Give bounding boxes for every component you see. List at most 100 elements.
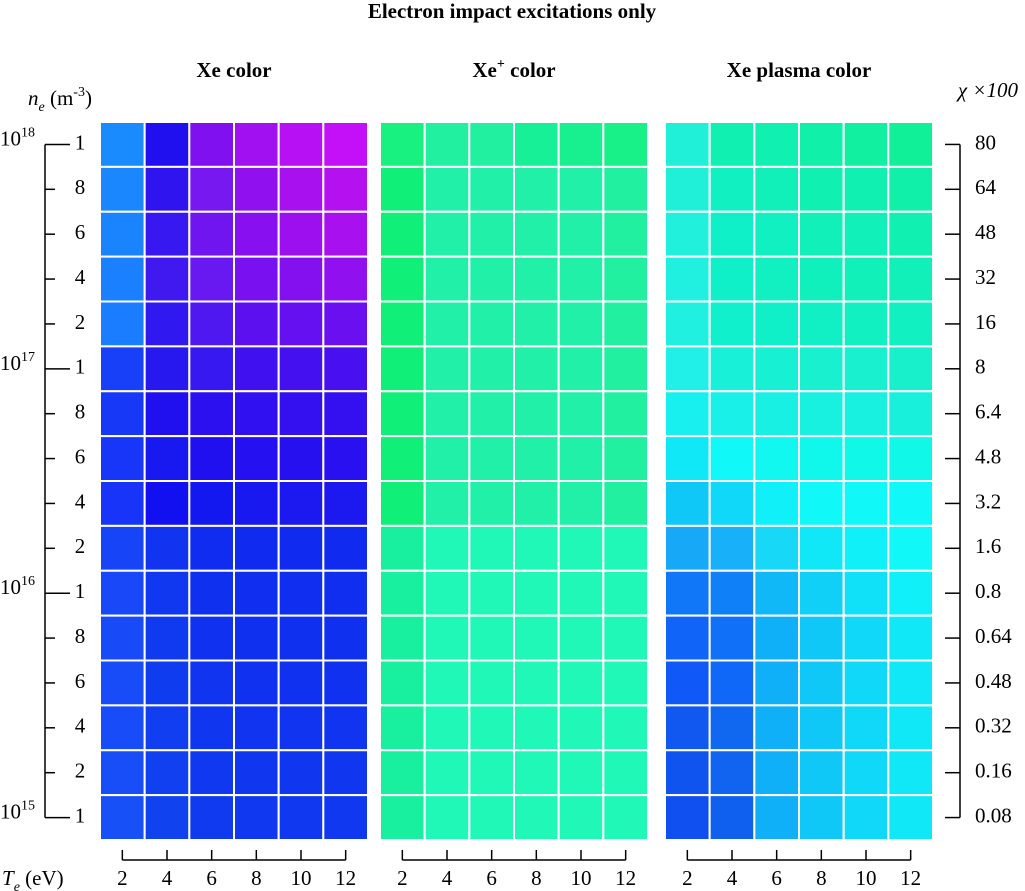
color-cell xyxy=(423,480,471,527)
color-cell xyxy=(513,255,560,303)
color-cell xyxy=(557,210,605,258)
color-cell xyxy=(557,569,605,617)
color-cell xyxy=(664,390,711,438)
color-cell xyxy=(143,121,191,168)
color-cell xyxy=(664,659,711,707)
color-cell xyxy=(753,704,800,752)
color-cell xyxy=(513,569,560,617)
chi-tick-label: 6.4 xyxy=(975,400,1002,424)
te-tick-label: 12 xyxy=(615,866,636,890)
ne-decade-label-part: 10 xyxy=(0,351,21,375)
color-cell xyxy=(708,480,756,527)
color-cell xyxy=(887,524,934,572)
chi-tick-label: 4.8 xyxy=(975,444,1001,468)
color-cell xyxy=(233,255,280,303)
color-cell xyxy=(557,165,605,213)
color-cell xyxy=(277,524,325,572)
color-cell xyxy=(513,524,560,572)
te-axis-label-part: (eV) xyxy=(20,866,64,890)
color-cell xyxy=(557,390,605,438)
color-cell xyxy=(99,749,146,797)
color-cell xyxy=(99,345,146,393)
color-cell xyxy=(277,210,325,258)
color-cell xyxy=(322,210,370,258)
color-cell xyxy=(322,121,370,168)
color-cell xyxy=(322,614,370,662)
color-cell xyxy=(233,704,280,752)
color-cell xyxy=(557,659,605,707)
color-cell xyxy=(513,614,560,662)
color-cell xyxy=(99,794,146,841)
color-cell xyxy=(188,435,235,482)
color-cell xyxy=(379,300,426,348)
ne-decade-label-part: 10 xyxy=(0,799,21,823)
color-cell xyxy=(468,749,516,797)
color-cell xyxy=(468,524,516,572)
color-cell xyxy=(277,255,325,303)
color-cell xyxy=(798,255,845,303)
color-cell xyxy=(664,300,711,348)
color-cell xyxy=(798,749,845,797)
color-cell xyxy=(708,524,756,572)
color-cell xyxy=(708,345,756,393)
color-cell xyxy=(602,255,649,303)
color-cell xyxy=(798,210,845,258)
color-cell xyxy=(99,524,146,572)
ne-axis-label-part: ) xyxy=(85,86,92,110)
color-cell xyxy=(143,165,191,213)
ne-decade-label: 1017 xyxy=(0,350,35,375)
color-cell xyxy=(664,210,711,258)
chi-tick-label: 0.64 xyxy=(975,624,1012,648)
color-cell xyxy=(379,345,426,393)
color-cell xyxy=(753,480,800,527)
color-cell xyxy=(277,569,325,617)
color-cell xyxy=(143,614,191,662)
color-cell xyxy=(233,345,280,393)
color-cell xyxy=(798,659,845,707)
ne-tick-label: 1 xyxy=(75,803,86,827)
te-tick-label: 4 xyxy=(727,866,738,890)
color-cell xyxy=(468,435,516,482)
color-cell xyxy=(753,210,800,258)
color-cell xyxy=(143,210,191,258)
color-cell xyxy=(188,569,235,617)
color-cell xyxy=(602,659,649,707)
te-tick-label: 10 xyxy=(571,866,592,890)
color-cell xyxy=(708,704,756,752)
color-cell xyxy=(842,569,890,617)
color-cell xyxy=(753,435,800,482)
color-cell xyxy=(423,255,471,303)
color-cell xyxy=(322,704,370,752)
color-cell xyxy=(557,480,605,527)
color-cell xyxy=(513,165,560,213)
color-cell xyxy=(887,390,934,438)
color-cell xyxy=(664,165,711,213)
color-cell xyxy=(143,390,191,438)
chi-tick-label: 16 xyxy=(975,310,996,334)
color-cell xyxy=(188,210,235,258)
color-cell xyxy=(322,390,370,438)
color-cell xyxy=(423,210,471,258)
color-cell xyxy=(557,121,605,168)
ne-decade-label-part: 16 xyxy=(21,574,35,589)
color-cell xyxy=(513,749,560,797)
chi-axis-label: χ ×100 xyxy=(956,78,1019,102)
ne-tick-label: 6 xyxy=(75,444,86,468)
color-cell xyxy=(468,614,516,662)
ne-tick-label: 2 xyxy=(75,310,86,334)
color-cell xyxy=(602,524,649,572)
te-tick-label: 4 xyxy=(442,866,453,890)
color-cell xyxy=(277,704,325,752)
ne-decade-label: 1016 xyxy=(0,574,35,599)
ne-tick-label: 2 xyxy=(75,759,86,783)
ne-tick-label: 4 xyxy=(75,489,86,513)
color-cell xyxy=(423,794,471,841)
color-cell xyxy=(99,614,146,662)
te-tick-label: 8 xyxy=(816,866,827,890)
color-cell xyxy=(842,121,890,168)
panel-title-part: color xyxy=(505,58,556,82)
color-cell xyxy=(322,165,370,213)
panel-title-part: color xyxy=(221,58,272,82)
ne-tick-label: 4 xyxy=(75,714,86,738)
color-cell xyxy=(379,659,426,707)
